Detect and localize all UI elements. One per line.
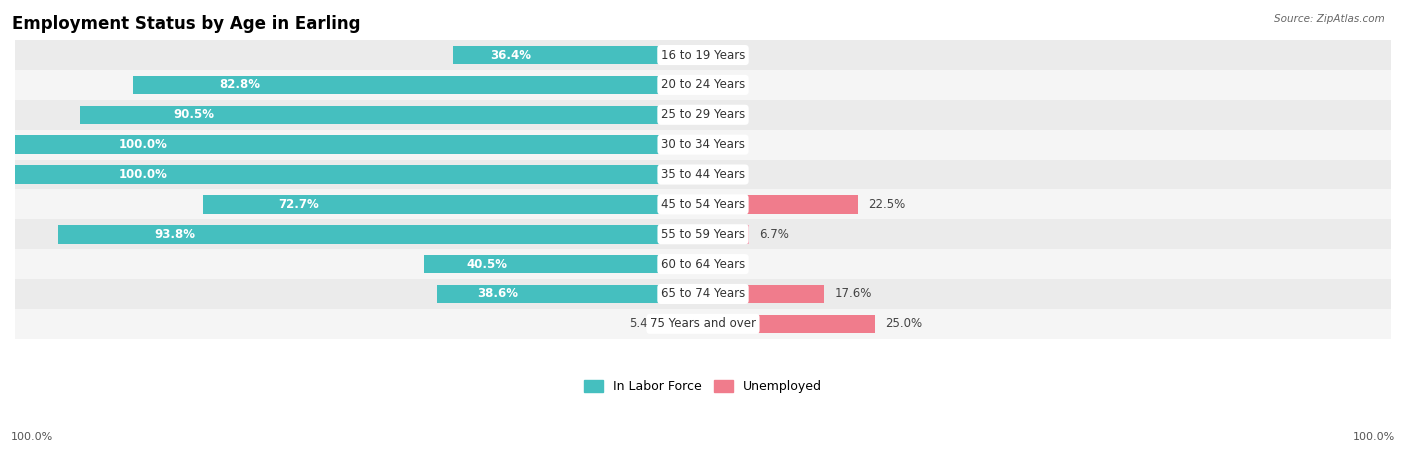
Bar xyxy=(15,40,1391,70)
Text: 100.0%: 100.0% xyxy=(11,432,53,442)
Text: 60 to 64 Years: 60 to 64 Years xyxy=(661,258,745,271)
Text: Source: ZipAtlas.com: Source: ZipAtlas.com xyxy=(1274,14,1385,23)
Text: 38.6%: 38.6% xyxy=(477,287,519,300)
Text: 6.7%: 6.7% xyxy=(759,228,789,241)
Text: 100.0%: 100.0% xyxy=(118,168,167,181)
Text: 20 to 24 Years: 20 to 24 Years xyxy=(661,78,745,92)
Text: Employment Status by Age in Earling: Employment Status by Age in Earling xyxy=(13,15,361,33)
Bar xyxy=(15,135,703,154)
Text: 5.4%: 5.4% xyxy=(630,318,659,330)
Text: 25 to 29 Years: 25 to 29 Years xyxy=(661,108,745,121)
Text: 82.8%: 82.8% xyxy=(219,78,260,92)
Text: 75 Years and over: 75 Years and over xyxy=(650,318,756,330)
Bar xyxy=(437,285,703,303)
Text: 30 to 34 Years: 30 to 34 Years xyxy=(661,138,745,151)
Bar xyxy=(15,70,1391,100)
Bar xyxy=(202,195,703,214)
Text: 0.0%: 0.0% xyxy=(713,168,742,181)
Text: 40.5%: 40.5% xyxy=(467,258,508,271)
Bar xyxy=(703,225,749,244)
Text: 100.0%: 100.0% xyxy=(1353,432,1395,442)
Bar xyxy=(58,225,703,244)
Text: 0.0%: 0.0% xyxy=(713,78,742,92)
Bar xyxy=(15,309,1391,339)
Text: 90.5%: 90.5% xyxy=(174,108,215,121)
Bar xyxy=(703,195,858,214)
Bar xyxy=(15,219,1391,249)
Bar xyxy=(703,285,824,303)
Text: 45 to 54 Years: 45 to 54 Years xyxy=(661,198,745,211)
Text: 65 to 74 Years: 65 to 74 Years xyxy=(661,287,745,300)
Bar xyxy=(134,76,703,94)
Text: 93.8%: 93.8% xyxy=(155,228,195,241)
Bar xyxy=(15,189,1391,219)
Text: 22.5%: 22.5% xyxy=(868,198,905,211)
Text: 0.0%: 0.0% xyxy=(713,49,742,61)
Text: 17.6%: 17.6% xyxy=(834,287,872,300)
Text: 36.4%: 36.4% xyxy=(491,49,531,61)
Bar xyxy=(425,255,703,273)
Text: 100.0%: 100.0% xyxy=(118,138,167,151)
Bar xyxy=(15,279,1391,309)
Text: 0.0%: 0.0% xyxy=(713,258,742,271)
Bar xyxy=(15,249,1391,279)
Text: 16 to 19 Years: 16 to 19 Years xyxy=(661,49,745,61)
Bar xyxy=(80,106,703,124)
Legend: In Labor Force, Unemployed: In Labor Force, Unemployed xyxy=(579,375,827,398)
Text: 25.0%: 25.0% xyxy=(886,318,922,330)
Text: 0.0%: 0.0% xyxy=(713,108,742,121)
Bar xyxy=(703,315,875,333)
Text: 55 to 59 Years: 55 to 59 Years xyxy=(661,228,745,241)
Bar xyxy=(15,100,1391,130)
Bar xyxy=(15,165,703,184)
Bar xyxy=(453,46,703,64)
Bar xyxy=(15,130,1391,160)
Text: 72.7%: 72.7% xyxy=(278,198,319,211)
Bar xyxy=(666,315,703,333)
Text: 35 to 44 Years: 35 to 44 Years xyxy=(661,168,745,181)
Bar xyxy=(15,160,1391,189)
Text: 0.0%: 0.0% xyxy=(713,138,742,151)
